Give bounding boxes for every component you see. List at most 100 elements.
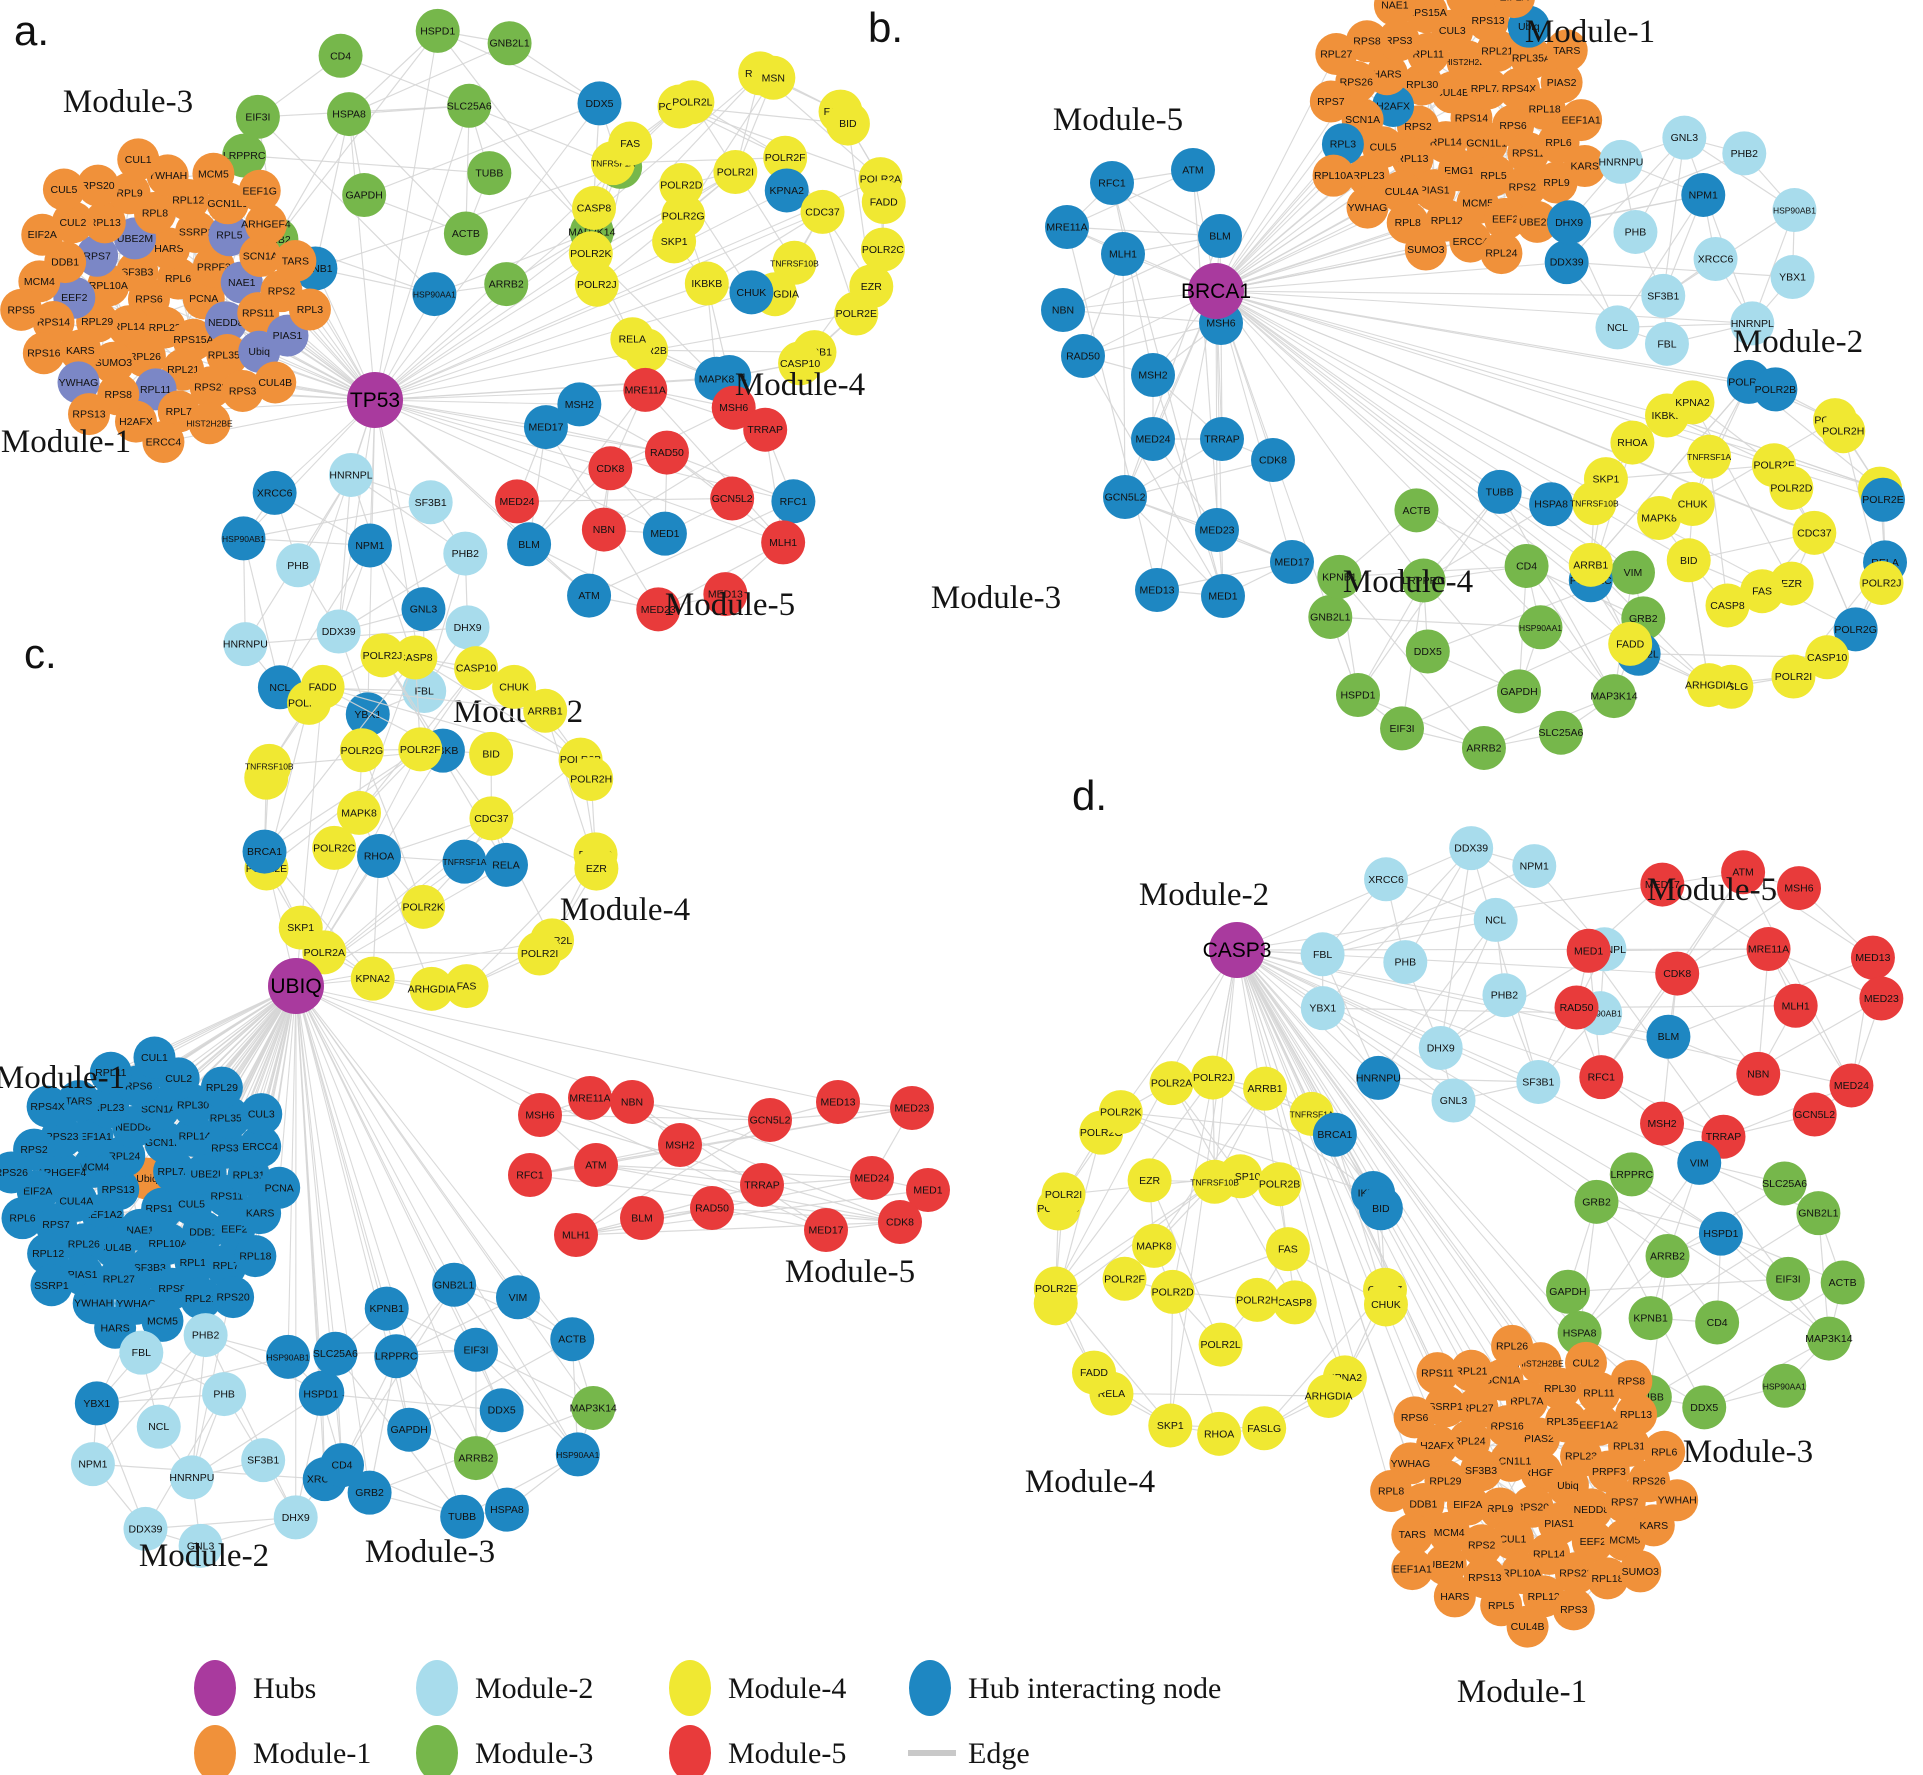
node-ARRB1[interactable]: ARRB1 — [523, 688, 568, 733]
node-POLR2I[interactable]: POLR2I — [517, 931, 562, 976]
node-RHOA[interactable]: RHOA — [357, 833, 402, 878]
node-HSP90AA1[interactable]: HSP90AA1 — [1518, 605, 1563, 650]
node-circle-ATM[interactable] — [574, 1143, 618, 1187]
node-circle-RPL24[interactable] — [1480, 232, 1523, 275]
node-circle-YBX1[interactable] — [1300, 986, 1345, 1031]
node-circle-MED13[interactable] — [1850, 935, 1895, 980]
node-circle-RPS23[interactable] — [1554, 1552, 1597, 1595]
node-circle-MSH6[interactable] — [518, 1093, 562, 1137]
node-circle-MED24[interactable] — [494, 479, 539, 524]
node-circle-RHOA[interactable] — [357, 833, 402, 878]
node-circle-SUMO3[interactable] — [1619, 1550, 1662, 1593]
hub-TP53[interactable]: TP53 — [347, 372, 403, 428]
node-circle-MED13[interactable] — [816, 1080, 860, 1124]
node-CD4[interactable]: CD4 — [1695, 1300, 1740, 1345]
node-circle-NEDD8[interactable] — [1570, 1488, 1613, 1531]
node-circle-NCL[interactable] — [136, 1404, 181, 1449]
node-circle-NPM1[interactable] — [1681, 172, 1726, 217]
node-circle-MSH2[interactable] — [557, 382, 602, 427]
node-RPL26[interactable]: RPL26 — [1491, 1324, 1534, 1367]
node-circle-MCM5[interactable] — [192, 152, 235, 195]
node-circle-NCL[interactable] — [1595, 305, 1640, 350]
node-TUBB[interactable]: TUBB — [467, 151, 512, 196]
node-PHB2[interactable]: PHB2 — [1482, 973, 1527, 1018]
node-circle-EZR[interactable] — [574, 846, 619, 891]
node-ACTB[interactable]: ACTB — [550, 1317, 595, 1362]
node-circle-TUBB[interactable] — [467, 151, 512, 196]
node-circle-NBN[interactable] — [1041, 288, 1085, 332]
node-HSPD1[interactable]: HSPD1 — [1335, 673, 1380, 718]
node-circle-RPS26[interactable] — [0, 1151, 33, 1194]
node-circle-RPS3[interactable] — [221, 369, 264, 412]
node-circle-RPS3[interactable] — [1552, 1588, 1595, 1631]
node-circle-ARRB2[interactable] — [1645, 1234, 1690, 1279]
node-circle-POLR2E[interactable] — [1033, 1266, 1078, 1311]
node-SF3B1[interactable]: SF3B1 — [408, 480, 453, 525]
node-circle-PHB[interactable] — [202, 1372, 247, 1417]
node-circle-ARRB1[interactable] — [1568, 542, 1613, 587]
node-circle-FAS[interactable] — [1740, 569, 1785, 614]
node-circle-MCM4[interactable] — [72, 1145, 115, 1188]
node-MSH2[interactable]: MSH2 — [1640, 1101, 1685, 1146]
node-RPL29[interactable]: RPL29 — [200, 1066, 243, 1109]
node-YWHAH[interactable]: YWHAH — [1656, 1479, 1699, 1522]
node-GAPDH[interactable]: GAPDH — [1545, 1269, 1590, 1314]
node-circle-SLC25A6[interactable] — [313, 1331, 358, 1376]
node-circle-MSN[interactable] — [751, 55, 796, 100]
node-MRE11A[interactable]: MRE11A — [1746, 927, 1791, 972]
node-circle-RAD50[interactable] — [690, 1186, 734, 1230]
node-circle-FBL[interactable] — [119, 1330, 164, 1375]
node-CUL5[interactable]: CUL5 — [42, 168, 85, 211]
node-circle-HNRNPL[interactable] — [1730, 301, 1775, 346]
node-circle-POLR2J[interactable] — [1859, 560, 1904, 605]
node-circle-TNFRSF10B[interactable] — [247, 743, 292, 788]
node-circle-GAPDH[interactable] — [1545, 1269, 1590, 1314]
node-circle-CD4[interactable] — [318, 33, 363, 78]
node-FBL[interactable]: FBL — [1644, 321, 1689, 366]
node-circle-MED23[interactable] — [1859, 976, 1904, 1021]
node-circle-SLC25A6[interactable] — [1538, 710, 1583, 755]
node-ATM[interactable]: ATM — [567, 573, 612, 618]
node-YBX1[interactable]: YBX1 — [1300, 986, 1345, 1031]
node-EIF3I[interactable]: EIF3I — [453, 1327, 498, 1372]
node-TRRAP[interactable]: TRRAP — [743, 407, 788, 452]
node-GAPDH[interactable]: GAPDH — [342, 173, 387, 218]
node-GNB2L1[interactable]: GNB2L1 — [432, 1262, 477, 1307]
node-circle-SLC25A6[interactable] — [1762, 1161, 1807, 1206]
node-BRCA1[interactable]: BRCA1 — [1312, 1112, 1357, 1157]
node-circle-CDK8[interactable] — [878, 1200, 922, 1244]
node-RPS11[interactable]: RPS11 — [1416, 1352, 1459, 1395]
node-circle-EZR[interactable] — [1127, 1158, 1172, 1203]
node-circle-LRPPRC[interactable] — [1401, 558, 1446, 603]
node-CASP10[interactable]: CASP10 — [454, 646, 499, 691]
node-circle-BID[interactable] — [825, 101, 870, 146]
node-circle-KPNA2[interactable] — [350, 956, 395, 1001]
node-circle-ACTB[interactable] — [443, 211, 488, 256]
node-TUBB[interactable]: TUBB — [1477, 469, 1522, 514]
node-circle-MED23[interactable] — [1195, 508, 1239, 552]
node-circle-ARHGDIA[interactable] — [1686, 663, 1731, 708]
node-circle-POLR2I[interactable] — [1041, 1172, 1086, 1217]
node-circle-NEDD8[interactable] — [204, 301, 247, 344]
node-circle-RPL18[interactable] — [234, 1235, 277, 1278]
node-circle-GCN5L2[interactable] — [748, 1098, 792, 1142]
node-POLR2D[interactable]: POLR2D — [1150, 1269, 1195, 1314]
node-circle-CUL1[interactable] — [117, 138, 160, 181]
node-circle-CASP8[interactable] — [393, 635, 438, 680]
node-circle-YWHAG[interactable] — [1346, 186, 1389, 229]
node-circle-FADD[interactable] — [300, 664, 345, 709]
node-circle-RPS23[interactable] — [1504, 165, 1547, 208]
node-SLC25A6[interactable]: SLC25A6 — [1762, 1161, 1807, 1206]
node-circle-MLH1[interactable] — [761, 520, 806, 565]
node-DDX39[interactable]: DDX39 — [316, 609, 361, 654]
node-circle-HSPD1[interactable] — [1698, 1211, 1743, 1256]
node-circle-MED13[interactable] — [703, 572, 748, 617]
node-MSH2[interactable]: MSH2 — [1131, 353, 1175, 397]
node-circle-PHB[interactable] — [1613, 209, 1658, 254]
node-circle-LRPPRC[interactable] — [374, 1334, 419, 1379]
node-circle-HNRNPL[interactable] — [329, 452, 374, 497]
node-NPM1[interactable]: NPM1 — [70, 1442, 115, 1487]
node-circle-MSH2[interactable] — [1640, 1101, 1685, 1146]
node-CDK8[interactable]: CDK8 — [588, 446, 633, 491]
node-HSP90AA1[interactable]: HSP90AA1 — [555, 1432, 600, 1477]
